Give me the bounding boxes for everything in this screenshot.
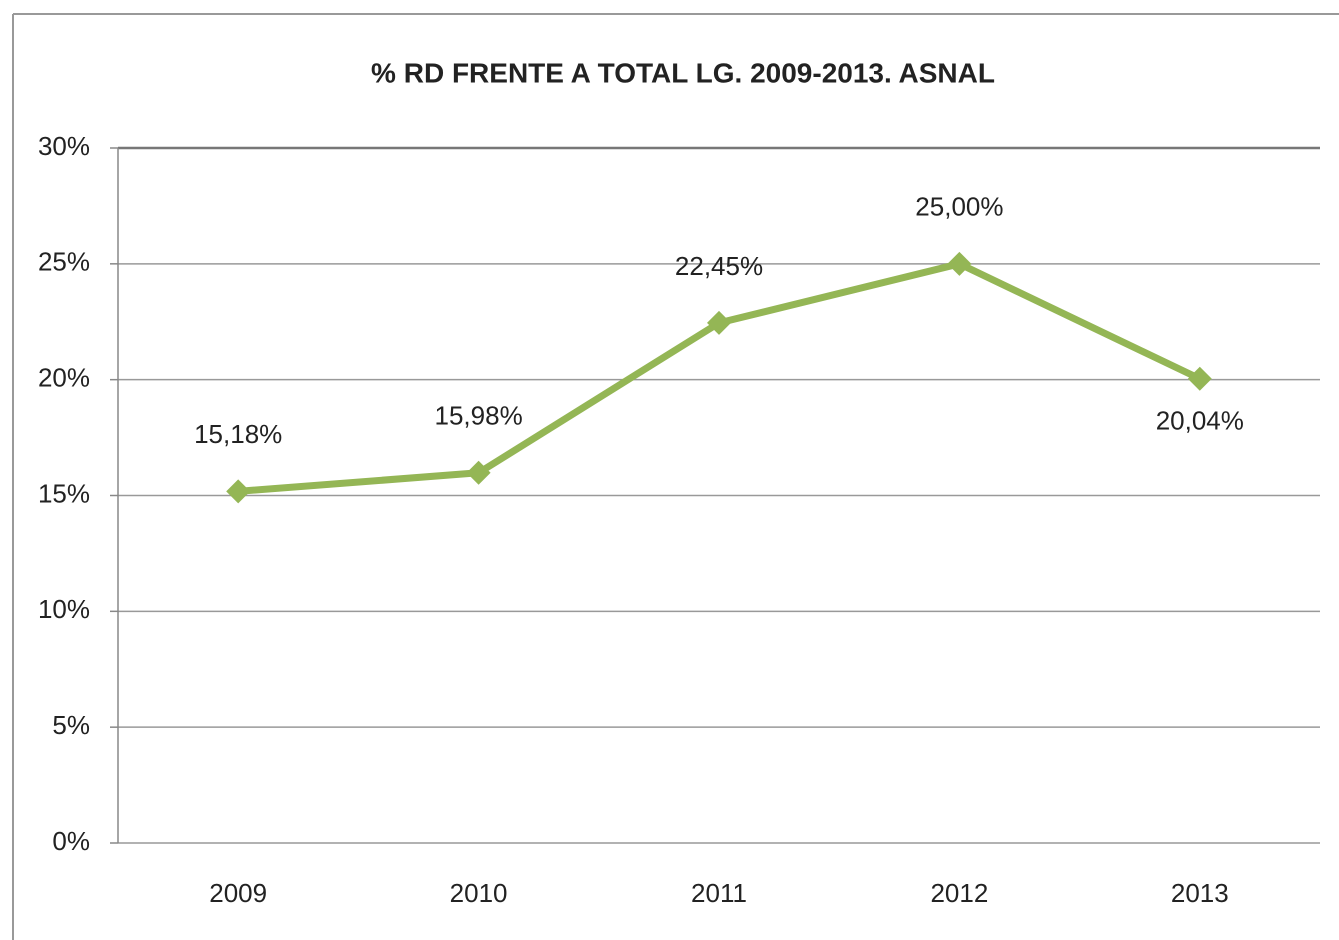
x-tick-label: 2010	[450, 878, 508, 908]
y-tick-label: 15%	[38, 478, 90, 508]
y-tick-label: 25%	[38, 247, 90, 277]
data-point	[226, 479, 251, 504]
data-label: 22,45%	[675, 251, 763, 281]
y-tick-label: 5%	[52, 710, 90, 740]
y-tick-label: 10%	[38, 594, 90, 624]
data-point	[707, 310, 731, 335]
x-tick-label: 2012	[930, 878, 988, 908]
y-tick-label: 30%	[38, 131, 90, 161]
data-label: 20,04%	[1156, 406, 1244, 436]
y-tick-label: 0%	[52, 826, 90, 856]
data-label: 15,18%	[194, 419, 282, 449]
data-point	[466, 460, 491, 485]
x-tick-label: 2013	[1171, 878, 1229, 908]
x-tick-label: 2011	[691, 878, 747, 908]
data-point	[1187, 366, 1212, 391]
data-label: 25,00%	[915, 192, 1003, 222]
series-line	[237, 260, 1202, 495]
x-tick-label: 2009	[209, 878, 267, 908]
data-point	[947, 251, 972, 276]
y-tick-label: 20%	[38, 363, 90, 393]
chart-title: % RD FRENTE A TOTAL LG. 2009-2013. ASNAL	[371, 57, 995, 88]
data-label: 15,98%	[435, 401, 523, 431]
